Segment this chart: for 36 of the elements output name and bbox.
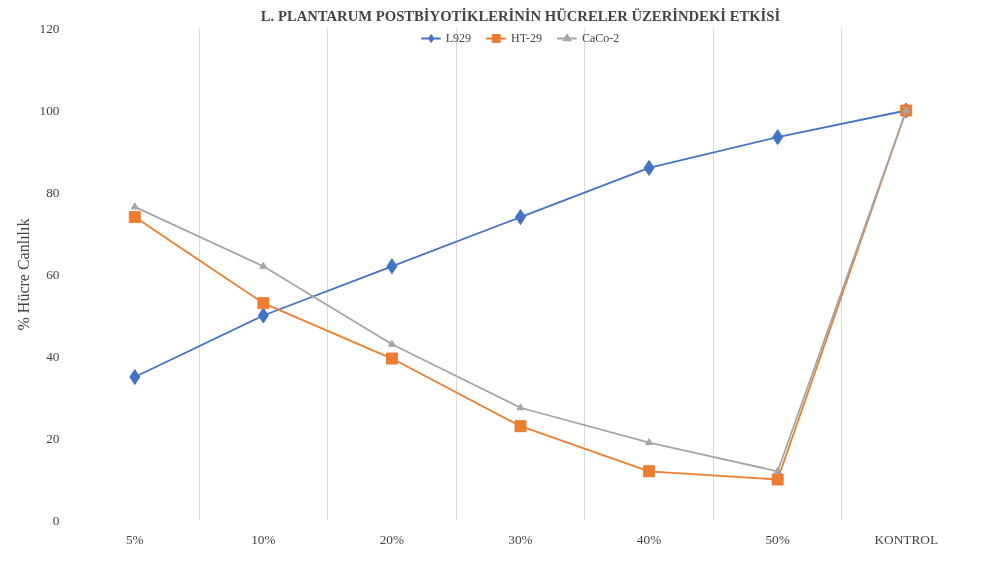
y-tick-label: 80: [46, 184, 60, 200]
point: [643, 159, 655, 176]
x-tick-label: 40%: [636, 531, 662, 547]
point: [645, 438, 654, 446]
point: [516, 403, 525, 411]
x-tick-label: 20%: [379, 531, 405, 547]
point: [387, 339, 396, 347]
point: [257, 297, 270, 310]
x-tick-label: 5%: [125, 531, 144, 547]
y-tick-label: 120: [39, 20, 60, 36]
legend-label: CaCo-2: [581, 30, 620, 46]
x-tick-label: 10%: [251, 531, 276, 547]
point: [643, 465, 656, 478]
point: [773, 466, 782, 474]
point: [514, 420, 527, 433]
x-tick-label: KONTROL: [874, 531, 939, 547]
y-axis-title: % Hücre Canlılık: [14, 218, 32, 331]
chart-title: L. PLANTARUM POSTBİYOTİKLERİNİN HÜCRELER ÜZERİNDEKİ ETKİSİ: [260, 7, 781, 24]
point: [259, 261, 268, 269]
y-tick-label: 20: [46, 430, 60, 446]
legend-label: HT-29: [511, 30, 542, 46]
point: [772, 129, 784, 146]
legend-label: L929: [445, 30, 472, 46]
point: [130, 202, 139, 210]
point: [771, 473, 784, 486]
y-tick-label: 100: [39, 102, 60, 118]
y-tick-label: 60: [46, 266, 60, 282]
y-tick-label: 40: [46, 348, 60, 364]
x-tick-label: 50%: [765, 531, 790, 547]
point: [385, 352, 398, 365]
x-tick-label: 30%: [508, 531, 533, 547]
point: [386, 258, 398, 275]
point: [257, 307, 269, 324]
point: [129, 369, 141, 385]
point: [128, 211, 141, 224]
y-tick-label: 0: [52, 512, 60, 528]
